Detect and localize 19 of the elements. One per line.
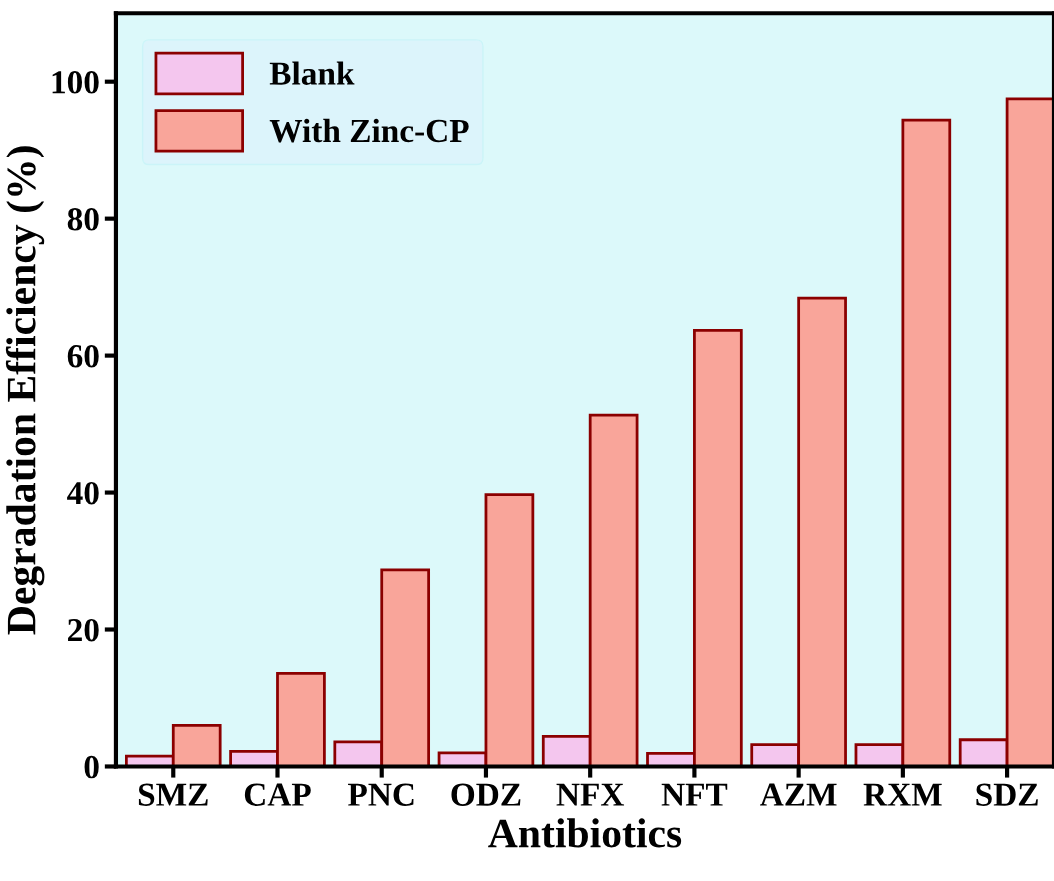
x-tick-label: NFT bbox=[661, 783, 728, 806]
x-tick-label: SMZ bbox=[138, 783, 208, 806]
y-tick-label: 20 bbox=[68, 618, 99, 642]
y-tick-label: 100 bbox=[52, 71, 99, 94]
y-tick-label: 0 bbox=[84, 755, 99, 779]
x-tick-label: AZM bbox=[760, 783, 837, 806]
x-tick-label: ODZ bbox=[451, 783, 521, 806]
x-tick-label: RXM bbox=[863, 783, 942, 806]
legend-label: With Zinc-CP bbox=[269, 118, 469, 143]
y-tick-label: 80 bbox=[67, 208, 99, 231]
y-tick-label: 40 bbox=[67, 481, 99, 505]
legend-label: Blank bbox=[269, 61, 355, 85]
x-tick-label: SDZ bbox=[976, 783, 1038, 806]
x-tick-label: NFX bbox=[556, 783, 625, 806]
y-tick-label: 60 bbox=[67, 345, 99, 368]
x-tick-label: PNC bbox=[348, 783, 414, 806]
x-axis-title: Antibiotics bbox=[488, 818, 682, 848]
x-tick-label: CAP bbox=[244, 783, 311, 806]
y-axis-title: Degradation Efficiency (%) bbox=[5, 146, 45, 635]
